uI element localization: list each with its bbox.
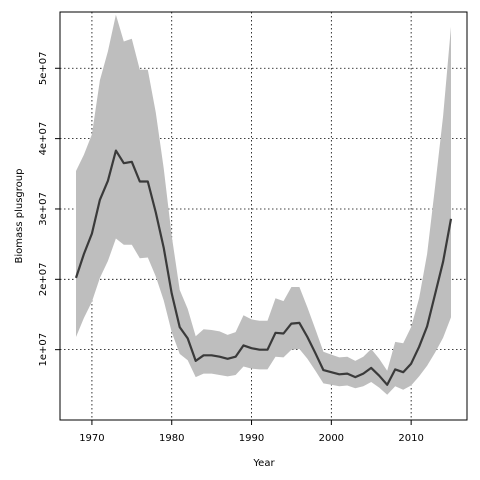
y-tick-label: 2e+07 <box>38 262 49 296</box>
estimate-line <box>74 149 453 386</box>
y-tick-label: 1e+07 <box>38 333 49 367</box>
x-axis: 1970 1980 1990 2000 2010 <box>79 420 424 444</box>
x-tick-label: 1970 <box>79 433 104 444</box>
plot-frame <box>59 11 468 421</box>
x-tick-label: 1980 <box>159 433 184 444</box>
y-axis: 1e+07 2e+07 3e+07 4e+07 5e+07 <box>38 51 60 366</box>
y-tick-label: 4e+07 <box>38 122 49 156</box>
y-axis-title: Biomass plusgroup <box>14 169 25 264</box>
x-tick-label: 2000 <box>319 433 344 444</box>
x-tick-label: 2010 <box>398 433 423 444</box>
x-axis-title: Year <box>252 458 275 469</box>
x-tick-label: 1990 <box>239 433 264 444</box>
grid-lines <box>60 12 467 420</box>
y-tick-label: 5e+07 <box>38 51 49 85</box>
confidence-band <box>76 14 451 395</box>
y-tick-label: 3e+07 <box>38 192 49 226</box>
